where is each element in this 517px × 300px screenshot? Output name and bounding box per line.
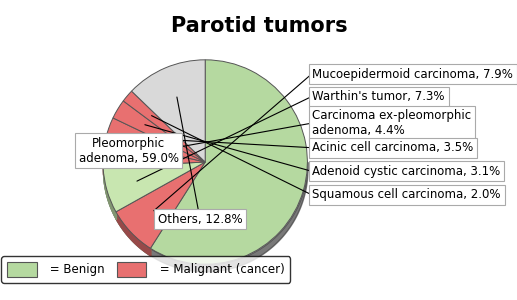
Text: Carcinoma ex-pleomorphic
adenoma, 4.4%: Carcinoma ex-pleomorphic adenoma, 4.4% <box>312 109 472 137</box>
Wedge shape <box>131 60 205 162</box>
Text: Pleomorphic
adenoma, 59.0%: Pleomorphic adenoma, 59.0% <box>79 137 178 165</box>
Text: Warthin's tumor, 7.3%: Warthin's tumor, 7.3% <box>312 90 445 103</box>
Wedge shape <box>103 162 205 212</box>
Wedge shape <box>116 162 205 248</box>
Text: Acinic cell carcinoma, 3.5%: Acinic cell carcinoma, 3.5% <box>312 141 474 154</box>
Text: Others, 12.8%: Others, 12.8% <box>158 213 242 226</box>
Wedge shape <box>105 118 205 162</box>
Text: Adenoid cystic carcinoma, 3.1%: Adenoid cystic carcinoma, 3.1% <box>312 165 501 178</box>
Wedge shape <box>123 91 205 162</box>
Text: Mucoepidermoid carcinoma, 7.9%: Mucoepidermoid carcinoma, 7.9% <box>312 68 513 81</box>
Wedge shape <box>113 101 205 162</box>
Wedge shape <box>150 60 308 264</box>
Title: Parotid tumors: Parotid tumors <box>171 16 347 36</box>
Wedge shape <box>103 139 205 167</box>
Text: Squamous cell carcinoma, 2.0%: Squamous cell carcinoma, 2.0% <box>312 188 501 201</box>
Legend:  = Benign,  = Malignant (cancer): = Benign, = Malignant (cancer) <box>2 256 290 283</box>
